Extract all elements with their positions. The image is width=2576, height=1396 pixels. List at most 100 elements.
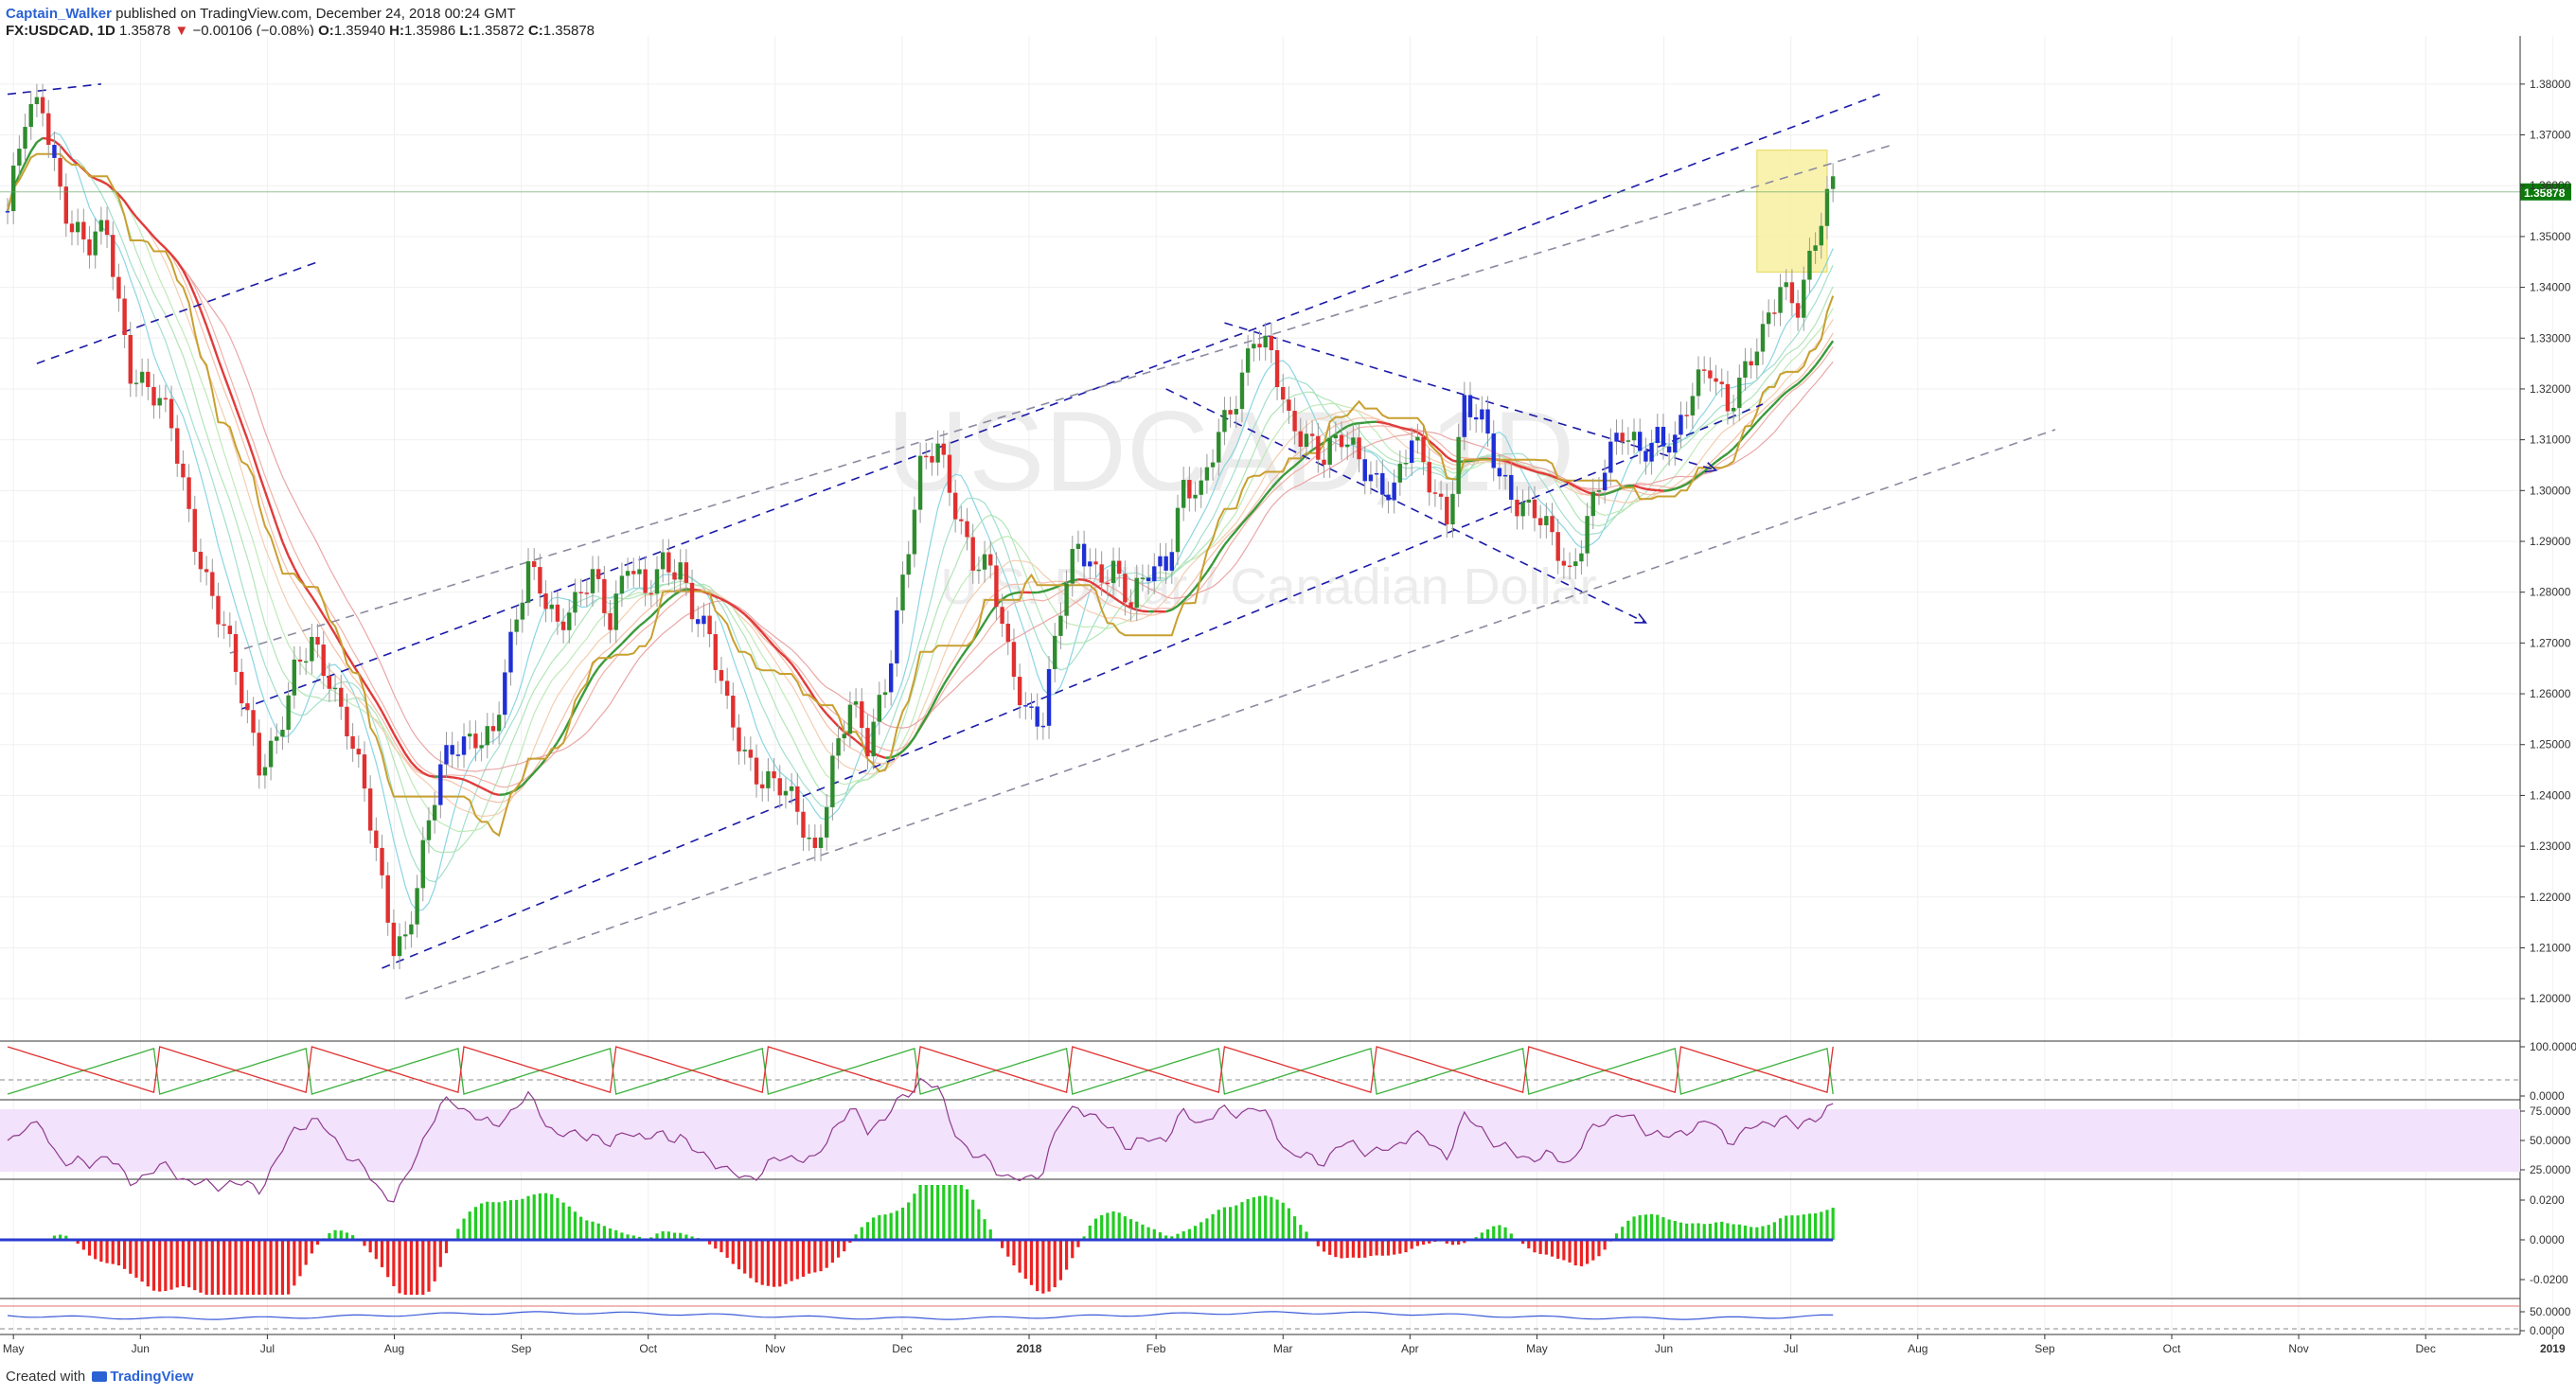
trend-ma-segment (1118, 600, 1127, 607)
candle-body (801, 811, 806, 839)
candle-body (1140, 577, 1146, 579)
kumo-line (7, 152, 1835, 838)
time-tick-label: May (1526, 1342, 1548, 1355)
candle-body (702, 615, 706, 625)
trend-ma-segment (755, 625, 764, 634)
candle-body (169, 398, 174, 429)
candle-body (1480, 409, 1484, 420)
candle-body (1614, 433, 1619, 442)
author-link[interactable]: Captain_Walker (6, 6, 112, 22)
trend-ma-segment (632, 625, 641, 633)
trend-ma-segment (627, 630, 635, 639)
channel-arrowhead (1634, 612, 1648, 624)
candle-body (1000, 607, 1004, 625)
candle-body (1099, 564, 1104, 583)
trend-ma-segment (1100, 588, 1109, 595)
candle-body (1222, 410, 1227, 433)
candle-body (777, 778, 782, 796)
chart-canvas[interactable]: USDCAD, 1D U.S. Dollar / Canadian Dollar… (0, 36, 2576, 1367)
candle-body (696, 619, 701, 625)
candle-body (350, 735, 355, 750)
candle-body (187, 477, 191, 509)
trend-ma-segment (1293, 459, 1302, 468)
candle-body (111, 235, 115, 277)
candle-body (825, 806, 829, 838)
candle-body (133, 382, 139, 384)
trend-ma-segment (1615, 486, 1624, 492)
trend-ma-segment (638, 620, 647, 627)
trend-ma-segment (1212, 553, 1220, 564)
trend-ma-segment (609, 648, 617, 656)
candle-body (1415, 436, 1420, 441)
candle-body (157, 398, 162, 406)
candle-body (1567, 565, 1572, 568)
candle-body (1515, 500, 1519, 517)
trend-ma-segment (802, 680, 810, 691)
trend-ma-segment (1089, 580, 1097, 587)
candle-body (666, 552, 671, 573)
ma-line (7, 137, 1834, 772)
trend-ma-segment (1727, 447, 1734, 455)
trend-ma-segment (597, 660, 606, 669)
trend-ma-segment (135, 216, 144, 224)
trend-ma-segment (293, 567, 302, 580)
candle-body (98, 220, 104, 232)
trend-ma-segment (1335, 429, 1342, 435)
trend-ma-segment (1779, 391, 1787, 398)
trend-ma-segment (579, 686, 588, 699)
trend-ma-segment (785, 656, 793, 665)
candle-body (842, 733, 846, 739)
time-tick-label: Apr (1401, 1342, 1419, 1355)
trend-ma-segment (515, 784, 524, 791)
trend-ma-segment (925, 706, 933, 718)
candle-body (1128, 602, 1133, 609)
tradingview-brand-link[interactable]: TradingView (110, 1369, 194, 1385)
trend-ma-segment (942, 674, 951, 686)
candle-body (1702, 369, 1707, 371)
trend-ma-segment (481, 786, 489, 792)
candle-body (1088, 561, 1093, 567)
trend-ma-segment (662, 598, 670, 606)
pane-tick-label: 50.0000 (2530, 1305, 2571, 1318)
time-tick-label: Sep (511, 1342, 532, 1355)
candle-body (895, 610, 899, 663)
channel-early-lower (36, 260, 318, 364)
trend-ma-segment (53, 140, 62, 147)
channel-main-lower (382, 403, 1764, 969)
candle-body (58, 157, 62, 187)
trend-ma-segment (187, 281, 196, 296)
footer: Created with TradingView (6, 1369, 193, 1385)
candle-body (1673, 434, 1678, 453)
candle-body (146, 371, 151, 387)
candle-body (1345, 444, 1350, 448)
candle-body (1322, 459, 1326, 466)
candle-body (1550, 516, 1554, 533)
candle-body (1421, 436, 1426, 463)
candle-body (1274, 349, 1280, 387)
price-tag (2520, 183, 2571, 201)
trend-ma-segment (585, 676, 595, 688)
candle-body (216, 595, 221, 625)
candle-body (1134, 577, 1139, 609)
candle-body (1193, 494, 1198, 499)
trend-ma-segment (1808, 364, 1817, 374)
candle-body (1555, 532, 1560, 561)
candle-body (789, 786, 794, 791)
trend-ma-segment (1440, 450, 1448, 458)
candle-body (1585, 516, 1590, 554)
candle-body (1392, 482, 1396, 501)
candle-body (619, 575, 625, 594)
time-tick-label: Aug (1908, 1342, 1928, 1355)
candle-body (93, 231, 98, 256)
candle-body (1234, 409, 1238, 415)
trend-ma-segment (791, 663, 799, 673)
trend-ma-segment (141, 222, 150, 231)
time-tick-label: Aug (384, 1342, 404, 1355)
time-tick-label: Jul (1784, 1342, 1798, 1355)
close-label: C: (527, 23, 543, 39)
trend-ma-segment (808, 688, 816, 699)
candle-body (163, 398, 169, 400)
trend-ma-segment (1645, 487, 1652, 491)
rsi-band (0, 1109, 2520, 1172)
trend-ma-segment (152, 236, 161, 244)
